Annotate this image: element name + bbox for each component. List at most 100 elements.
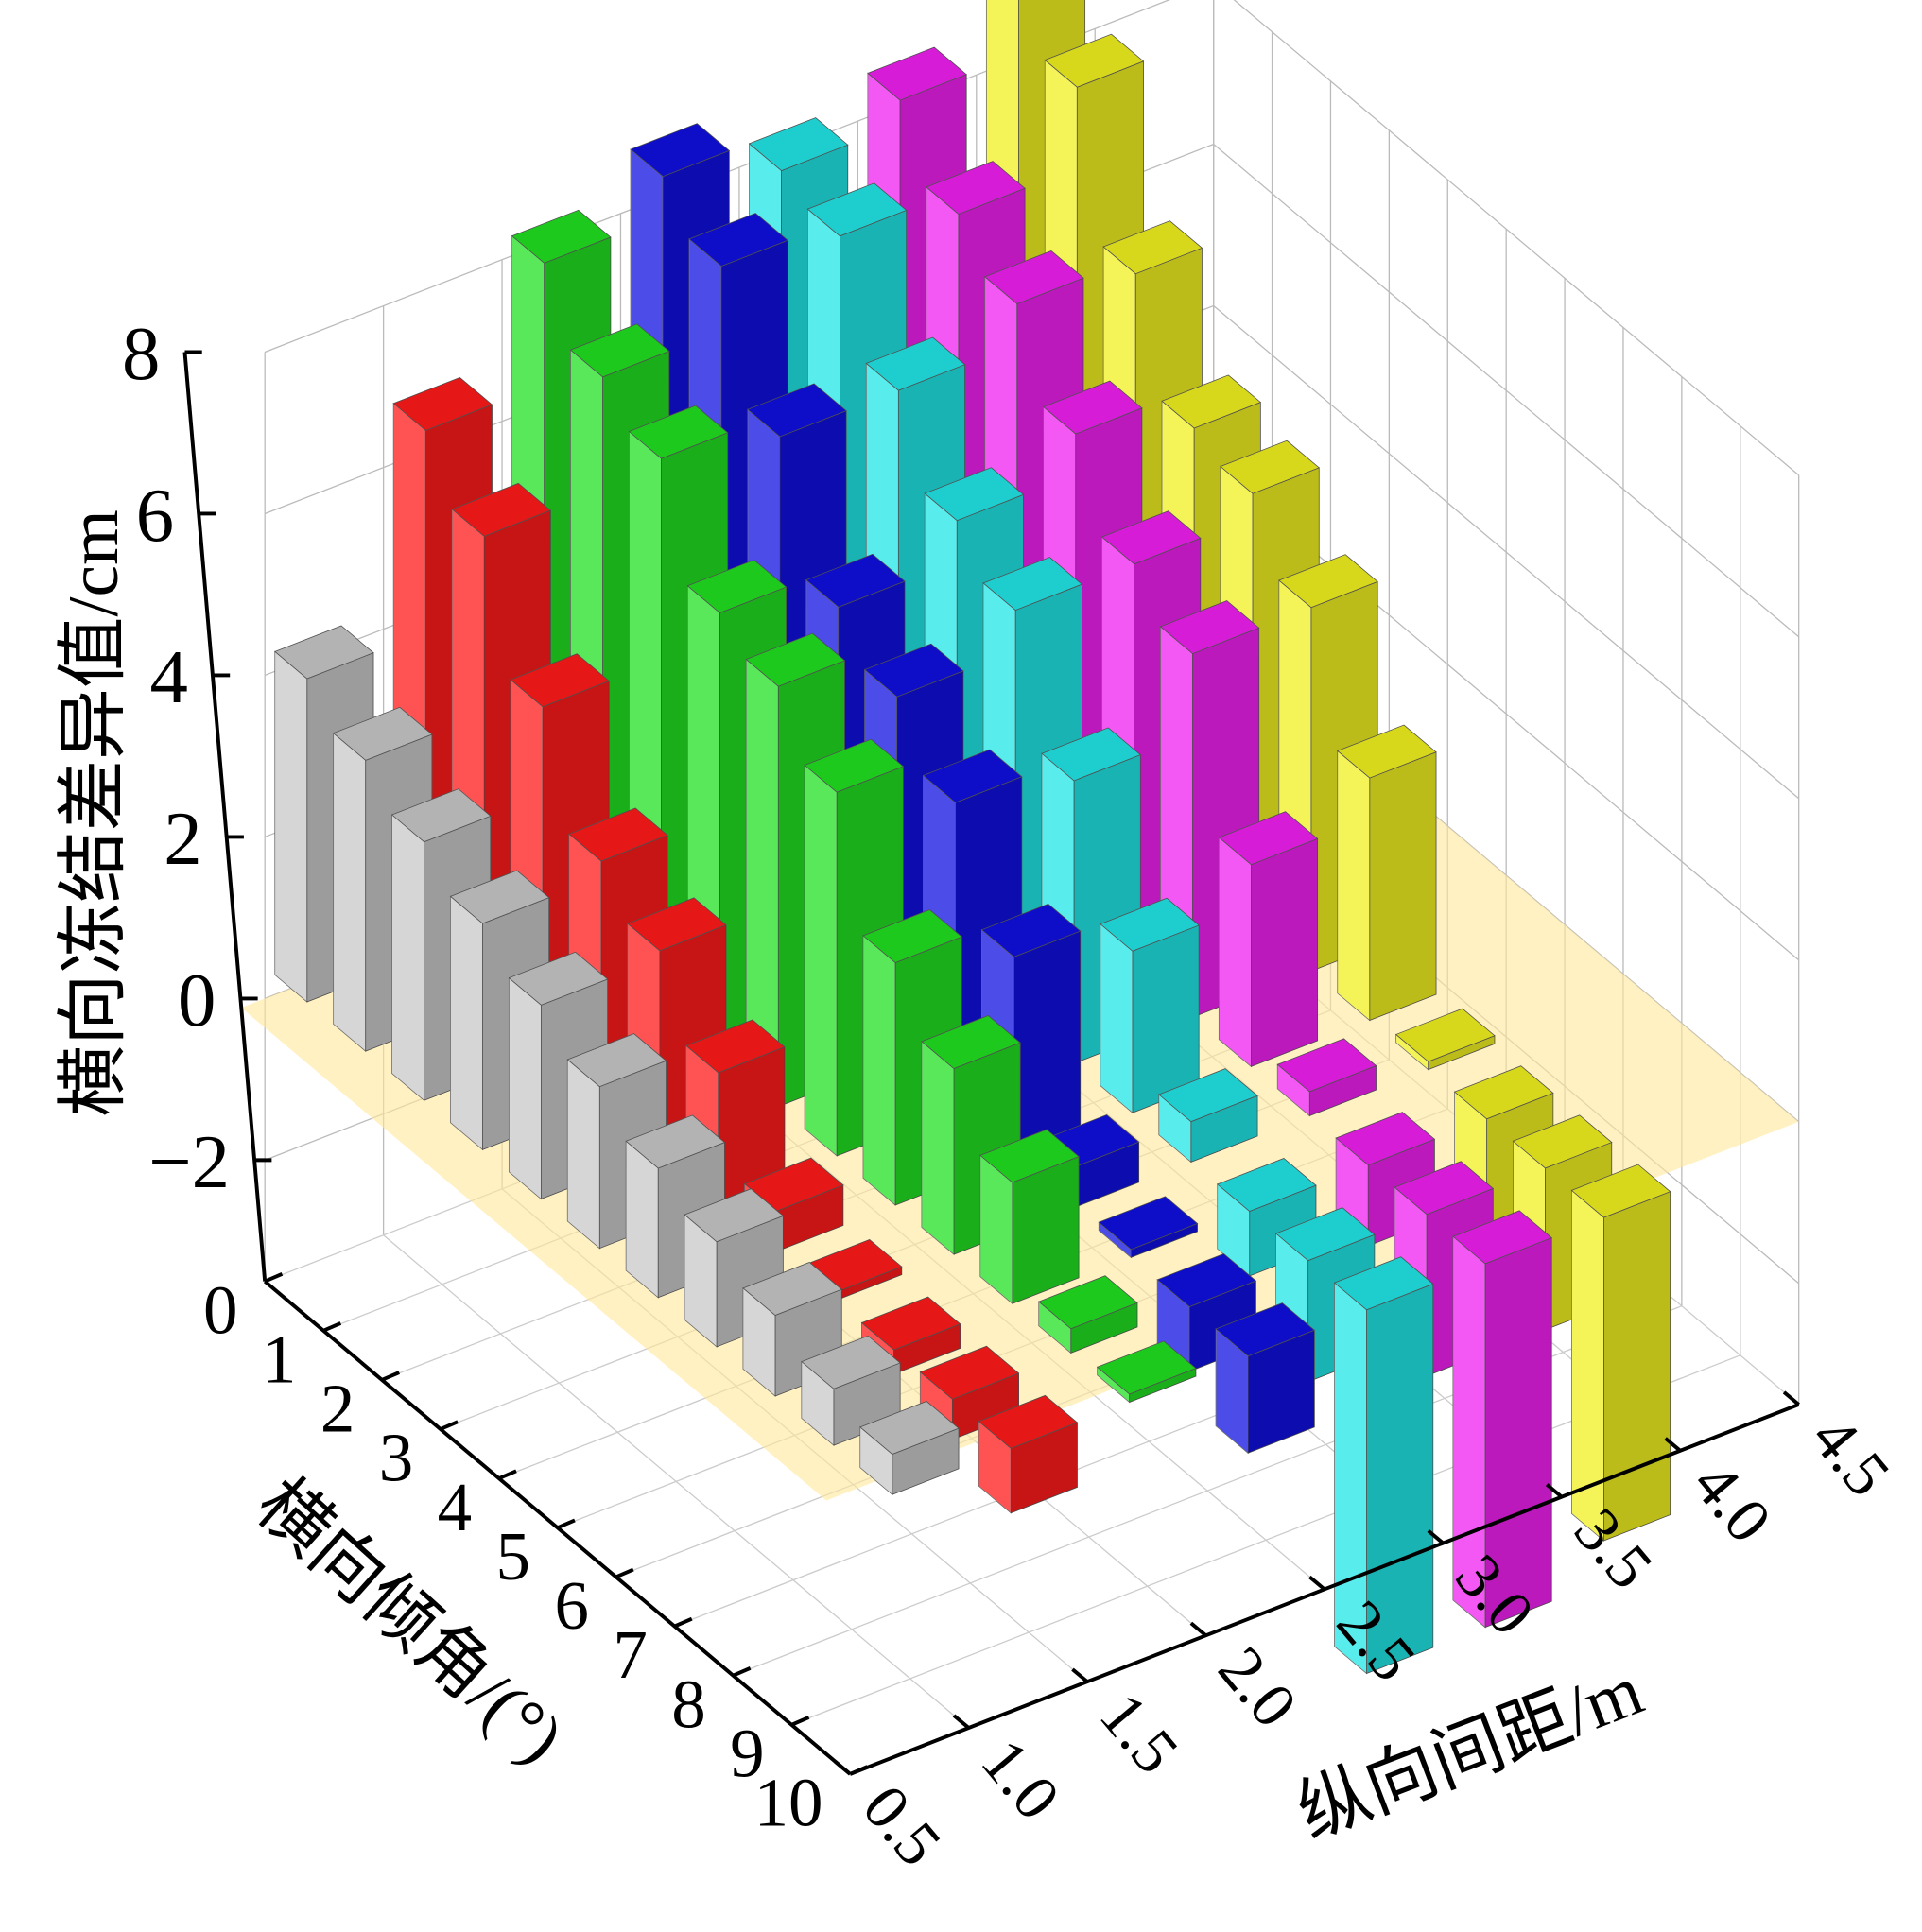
bar <box>1218 811 1319 1068</box>
y-tick <box>834 1760 852 1776</box>
bar-front-shade <box>892 1428 960 1495</box>
bar-top-shade <box>1394 1161 1494 1215</box>
bar-left-shade <box>1219 837 1252 1067</box>
bar-top-face <box>569 323 670 378</box>
bar-top-shade <box>1217 1158 1317 1212</box>
bar-left-shade <box>1158 1094 1191 1163</box>
x-tick <box>440 1420 459 1431</box>
bar-top-shade <box>1278 554 1378 608</box>
y-tick-label: 1.0 <box>968 1726 1074 1833</box>
bar-top-shade <box>863 909 962 963</box>
bar-top-shade <box>274 625 374 680</box>
bar-top-face <box>688 213 789 267</box>
bar-left-shade <box>1277 1064 1310 1116</box>
bar-top-shade <box>1275 1207 1375 1261</box>
z-axis-line <box>182 352 268 1282</box>
bar-top-shade <box>629 405 728 459</box>
y-tick <box>1071 1667 1089 1683</box>
bar-top-face <box>1041 727 1142 782</box>
bar-top-shade <box>1336 1112 1435 1165</box>
bar-top-face <box>1218 811 1319 866</box>
bar-top-shade <box>1045 34 1144 88</box>
bar-top-shade <box>1103 220 1203 274</box>
bar-top-shade <box>805 739 904 793</box>
bar-top-shade <box>452 483 551 537</box>
bar-top-face <box>747 383 847 438</box>
bar-top-face <box>979 1129 1080 1183</box>
bar-top-shade <box>1220 440 1320 494</box>
bar-left-shade <box>509 977 542 1199</box>
x-tick-label: 8 <box>671 1665 705 1742</box>
bar <box>1096 1340 1197 1404</box>
bar-front-shade <box>718 1046 785 1202</box>
bar-top-face <box>1333 1256 1434 1311</box>
bar-top-shade <box>511 210 611 264</box>
bar-top-face <box>1044 33 1145 88</box>
bar-top-face <box>748 117 849 172</box>
bar-top-shade <box>393 377 493 431</box>
bar-top-shade <box>627 897 727 951</box>
bar <box>859 1401 960 1496</box>
bar-left-shade <box>567 1059 600 1249</box>
y-tick-label: 4.0 <box>1679 1449 1785 1556</box>
bar-front-shade <box>893 1323 961 1374</box>
x-tick-label: 9 <box>730 1716 764 1792</box>
bar-top-face <box>628 405 729 459</box>
bar-top-shade <box>866 337 965 391</box>
x-tick <box>732 1666 752 1678</box>
bar-top-face <box>1042 380 1143 435</box>
x-tick-label: 6 <box>554 1567 588 1644</box>
bar-top-face <box>919 1345 1020 1400</box>
bar-top-face <box>511 209 612 264</box>
x-tick-label: 10 <box>754 1765 823 1841</box>
bar-left-shade <box>1571 1190 1604 1542</box>
bar-top-face <box>805 553 906 608</box>
bars <box>274 0 1671 1675</box>
bar-left-shade <box>333 733 366 1052</box>
bar <box>1100 897 1200 1114</box>
x-tick-label: 5 <box>496 1518 530 1595</box>
z-tick-label: 8 <box>122 312 160 396</box>
bar-top-face <box>1512 1114 1613 1169</box>
bar-top-face <box>983 250 1084 304</box>
bar-top-shade <box>983 557 1082 611</box>
bar-top-shade <box>1162 374 1261 428</box>
bar-top-shade <box>801 1336 901 1389</box>
bar-front-shade <box>1190 1095 1258 1163</box>
bar-top-shade <box>568 807 668 862</box>
bar-top-shade <box>1337 725 1437 779</box>
x-tick <box>264 1272 284 1284</box>
bar-top-shade <box>859 1401 960 1455</box>
x-axis-title: 横向倾角/(°) <box>242 1464 579 1778</box>
bar-front-shade <box>1012 1156 1080 1304</box>
bar <box>860 1296 961 1375</box>
x-tick-label: 2 <box>320 1371 355 1447</box>
bar-top-shade <box>747 383 847 437</box>
bar-top-face <box>566 1033 667 1088</box>
bar-top-face <box>924 467 1025 522</box>
bar-top-face <box>1216 1158 1317 1212</box>
bar-left-shade <box>863 935 896 1206</box>
bar-top-shade <box>807 182 907 236</box>
bar-left-shade <box>1099 1222 1132 1258</box>
bar-top-face <box>1161 374 1262 429</box>
bar-top-face <box>1453 1065 1554 1120</box>
bar-top-shade <box>746 633 845 687</box>
bar <box>1158 1068 1258 1164</box>
bar-top-face <box>982 557 1083 612</box>
bar-top-shade <box>920 1346 1019 1400</box>
bar-left-shade <box>805 765 838 1156</box>
x-tick <box>556 1518 576 1530</box>
bar <box>978 1394 1079 1514</box>
bar-top-shade <box>1160 600 1259 654</box>
bar-top-shade <box>864 644 963 698</box>
bar-left-shade <box>1216 1328 1249 1454</box>
bar-top-shade <box>1100 898 1200 952</box>
bar-front-shade <box>952 1372 1019 1440</box>
bar-top-face <box>686 559 788 613</box>
bar-left-shade <box>746 659 779 1107</box>
bar-front-shade <box>1013 931 1081 1160</box>
bar-top-shade <box>1571 1164 1671 1218</box>
bar-top-shade <box>979 1130 1080 1183</box>
